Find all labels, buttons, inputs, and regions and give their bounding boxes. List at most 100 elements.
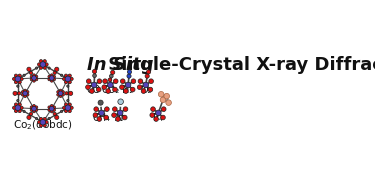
Circle shape	[50, 74, 53, 77]
Circle shape	[35, 109, 38, 112]
Circle shape	[18, 74, 21, 77]
Circle shape	[53, 78, 55, 81]
Circle shape	[12, 106, 16, 109]
Circle shape	[96, 87, 101, 92]
Circle shape	[48, 109, 51, 112]
Circle shape	[123, 89, 128, 93]
Circle shape	[53, 106, 55, 109]
Circle shape	[13, 91, 17, 95]
Circle shape	[147, 70, 151, 74]
Circle shape	[43, 66, 46, 69]
Circle shape	[50, 110, 53, 113]
Circle shape	[14, 109, 18, 113]
Circle shape	[29, 71, 33, 74]
Circle shape	[14, 74, 18, 77]
Circle shape	[14, 103, 18, 106]
Circle shape	[104, 115, 108, 120]
Circle shape	[93, 69, 97, 74]
Circle shape	[149, 79, 153, 84]
Circle shape	[57, 93, 60, 96]
Circle shape	[150, 113, 154, 117]
Circle shape	[164, 93, 170, 99]
Circle shape	[158, 91, 164, 97]
Text: CO₂: CO₂	[101, 85, 120, 95]
Circle shape	[35, 78, 38, 81]
Circle shape	[145, 74, 149, 78]
Circle shape	[53, 112, 56, 115]
Circle shape	[99, 110, 104, 116]
Circle shape	[33, 79, 35, 82]
Circle shape	[15, 76, 21, 82]
Circle shape	[43, 60, 46, 63]
Text: O₂: O₂	[140, 85, 152, 95]
Circle shape	[33, 74, 35, 77]
Circle shape	[143, 82, 148, 88]
Circle shape	[55, 115, 59, 119]
Circle shape	[113, 79, 118, 84]
Circle shape	[50, 105, 53, 107]
Circle shape	[32, 106, 36, 111]
Circle shape	[65, 105, 70, 111]
Circle shape	[30, 109, 33, 112]
Circle shape	[60, 110, 63, 112]
Circle shape	[54, 114, 57, 116]
Circle shape	[15, 105, 21, 111]
Circle shape	[39, 117, 43, 121]
Circle shape	[93, 74, 96, 77]
Circle shape	[16, 99, 19, 102]
Circle shape	[123, 115, 127, 120]
Circle shape	[117, 110, 123, 116]
Circle shape	[125, 82, 131, 88]
Circle shape	[48, 106, 51, 109]
Circle shape	[70, 77, 73, 81]
Circle shape	[45, 63, 48, 66]
Circle shape	[106, 89, 111, 93]
Circle shape	[105, 107, 109, 112]
Circle shape	[86, 79, 91, 84]
Circle shape	[112, 113, 116, 117]
Circle shape	[12, 77, 16, 81]
Circle shape	[26, 93, 29, 96]
Circle shape	[43, 117, 46, 121]
Circle shape	[148, 87, 153, 92]
Circle shape	[29, 112, 33, 115]
Circle shape	[112, 107, 117, 112]
Text: Single-Crystal X-ray Diffraction: Single-Crystal X-ray Diffraction	[102, 56, 375, 74]
Circle shape	[50, 79, 53, 82]
Circle shape	[24, 95, 27, 98]
Circle shape	[97, 117, 102, 121]
Circle shape	[29, 114, 32, 116]
Circle shape	[166, 100, 171, 105]
Circle shape	[50, 76, 54, 80]
Circle shape	[57, 91, 60, 93]
Text: CH₄: CH₄	[93, 113, 111, 123]
Circle shape	[68, 74, 71, 77]
Circle shape	[138, 79, 143, 84]
Circle shape	[35, 106, 38, 109]
Circle shape	[141, 89, 146, 93]
Circle shape	[156, 110, 161, 116]
Circle shape	[29, 70, 32, 73]
Circle shape	[112, 87, 117, 92]
Circle shape	[39, 124, 43, 127]
Text: N₂: N₂	[123, 85, 134, 95]
Circle shape	[18, 81, 21, 84]
Circle shape	[64, 103, 68, 106]
Circle shape	[59, 95, 62, 98]
Circle shape	[128, 70, 132, 74]
Text: In Situ: In Situ	[87, 56, 154, 74]
Circle shape	[68, 81, 71, 84]
Circle shape	[154, 117, 159, 121]
Circle shape	[91, 82, 97, 88]
Circle shape	[97, 79, 102, 84]
Circle shape	[160, 115, 165, 120]
Circle shape	[108, 78, 112, 82]
Circle shape	[110, 74, 113, 78]
Circle shape	[32, 76, 36, 80]
Circle shape	[21, 91, 24, 93]
Circle shape	[93, 113, 98, 117]
Circle shape	[30, 75, 33, 78]
Circle shape	[70, 106, 73, 109]
Circle shape	[55, 67, 59, 71]
Circle shape	[18, 109, 21, 113]
